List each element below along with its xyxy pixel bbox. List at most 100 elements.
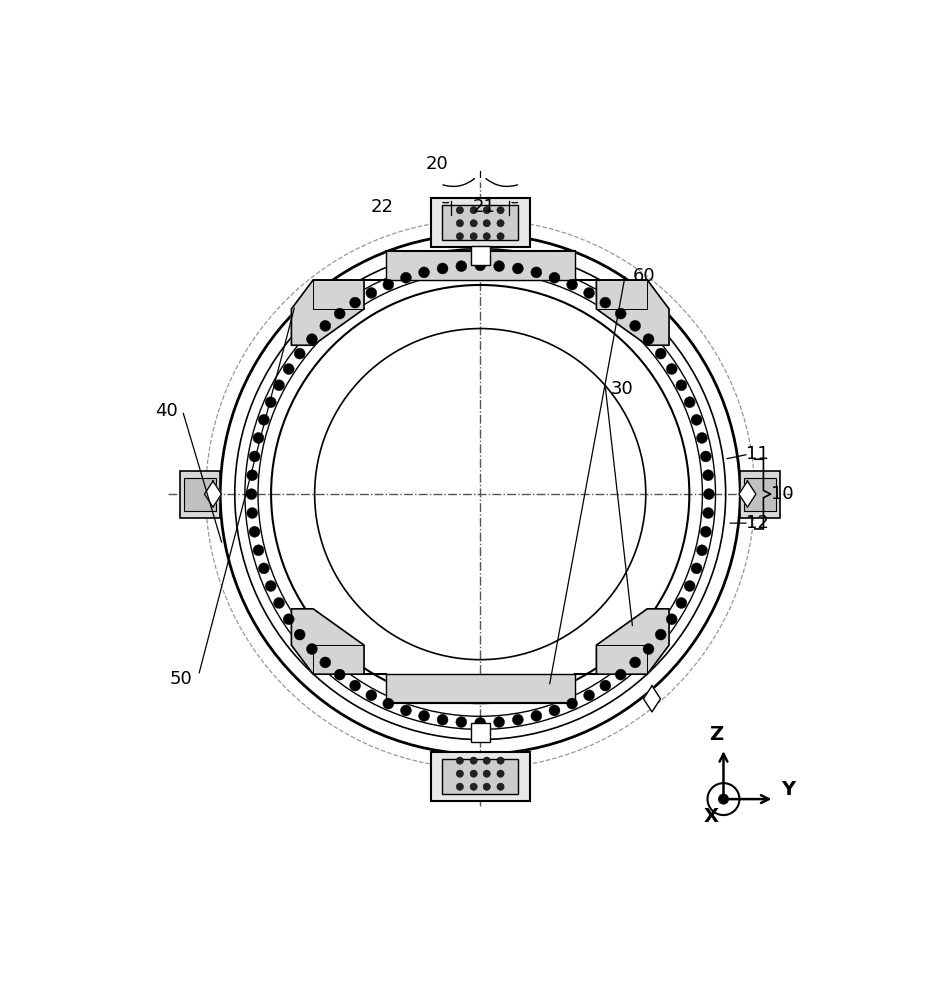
Circle shape bbox=[246, 489, 256, 500]
Circle shape bbox=[470, 233, 476, 240]
Polygon shape bbox=[386, 251, 574, 280]
Circle shape bbox=[483, 233, 490, 240]
Circle shape bbox=[599, 297, 610, 308]
Circle shape bbox=[249, 451, 260, 462]
Polygon shape bbox=[291, 280, 386, 345]
Circle shape bbox=[548, 705, 560, 716]
Circle shape bbox=[707, 783, 739, 815]
Polygon shape bbox=[574, 280, 668, 345]
Circle shape bbox=[456, 757, 463, 764]
Circle shape bbox=[319, 320, 330, 331]
Circle shape bbox=[334, 669, 344, 680]
Circle shape bbox=[665, 614, 677, 625]
Circle shape bbox=[294, 348, 305, 359]
Circle shape bbox=[246, 470, 257, 481]
Circle shape bbox=[273, 380, 285, 391]
Circle shape bbox=[437, 263, 447, 274]
Bar bbox=[470, 246, 490, 265]
Circle shape bbox=[675, 598, 686, 608]
Circle shape bbox=[496, 783, 504, 790]
Circle shape bbox=[349, 680, 360, 691]
Circle shape bbox=[695, 545, 707, 556]
Text: 10: 10 bbox=[770, 485, 793, 503]
Bar bbox=[739, 471, 780, 518]
Circle shape bbox=[294, 629, 305, 640]
Circle shape bbox=[629, 657, 640, 668]
Circle shape bbox=[496, 757, 504, 764]
Bar bbox=[431, 198, 529, 247]
Circle shape bbox=[531, 710, 541, 721]
Circle shape bbox=[496, 770, 504, 777]
Circle shape bbox=[265, 581, 276, 591]
Circle shape bbox=[654, 348, 665, 359]
Circle shape bbox=[437, 714, 447, 725]
Circle shape bbox=[699, 451, 710, 462]
Circle shape bbox=[418, 267, 429, 278]
Circle shape bbox=[615, 669, 625, 680]
Polygon shape bbox=[574, 609, 668, 674]
Text: 20: 20 bbox=[425, 155, 447, 173]
Polygon shape bbox=[204, 481, 221, 507]
Circle shape bbox=[683, 581, 695, 591]
Circle shape bbox=[702, 470, 713, 481]
Circle shape bbox=[615, 308, 625, 319]
Circle shape bbox=[475, 260, 485, 271]
Text: 11: 11 bbox=[745, 445, 768, 463]
Circle shape bbox=[583, 690, 594, 701]
Circle shape bbox=[695, 433, 707, 443]
Circle shape bbox=[470, 207, 476, 214]
Bar bbox=[442, 759, 518, 794]
Text: 50: 50 bbox=[169, 670, 192, 688]
Circle shape bbox=[456, 207, 463, 214]
Text: 22: 22 bbox=[371, 198, 393, 216]
Text: 40: 40 bbox=[155, 402, 178, 420]
Circle shape bbox=[691, 414, 701, 425]
Circle shape bbox=[306, 334, 317, 345]
Circle shape bbox=[642, 334, 653, 345]
Circle shape bbox=[258, 563, 269, 574]
Bar bbox=[180, 471, 220, 518]
Circle shape bbox=[493, 717, 504, 728]
Circle shape bbox=[319, 657, 330, 668]
Circle shape bbox=[383, 698, 393, 709]
Circle shape bbox=[691, 563, 701, 574]
Circle shape bbox=[493, 261, 504, 272]
Circle shape bbox=[483, 757, 490, 764]
Circle shape bbox=[483, 783, 490, 790]
Bar bbox=[442, 205, 518, 240]
Circle shape bbox=[258, 414, 269, 425]
Text: 60: 60 bbox=[632, 267, 654, 285]
Circle shape bbox=[496, 207, 504, 214]
Circle shape bbox=[566, 698, 577, 709]
Circle shape bbox=[400, 272, 411, 283]
Circle shape bbox=[665, 364, 677, 374]
Bar bbox=[743, 478, 775, 511]
Text: 12: 12 bbox=[745, 514, 768, 532]
Circle shape bbox=[583, 287, 594, 298]
Circle shape bbox=[483, 207, 490, 214]
Circle shape bbox=[349, 297, 360, 308]
Circle shape bbox=[253, 433, 264, 443]
Circle shape bbox=[265, 397, 276, 408]
Circle shape bbox=[456, 233, 463, 240]
Circle shape bbox=[456, 261, 466, 272]
Circle shape bbox=[470, 220, 476, 227]
Circle shape bbox=[702, 508, 713, 518]
Circle shape bbox=[642, 644, 653, 654]
Polygon shape bbox=[643, 686, 660, 712]
Polygon shape bbox=[739, 481, 755, 507]
Circle shape bbox=[283, 364, 294, 374]
Circle shape bbox=[470, 770, 476, 777]
Text: X: X bbox=[702, 807, 717, 826]
Circle shape bbox=[599, 680, 610, 691]
Circle shape bbox=[699, 526, 710, 537]
Circle shape bbox=[456, 220, 463, 227]
Circle shape bbox=[512, 263, 522, 274]
Circle shape bbox=[475, 717, 485, 728]
Circle shape bbox=[273, 598, 285, 608]
Text: 21: 21 bbox=[472, 198, 495, 216]
Circle shape bbox=[249, 526, 260, 537]
Text: Y: Y bbox=[781, 780, 795, 799]
Circle shape bbox=[383, 279, 393, 290]
Circle shape bbox=[496, 220, 504, 227]
